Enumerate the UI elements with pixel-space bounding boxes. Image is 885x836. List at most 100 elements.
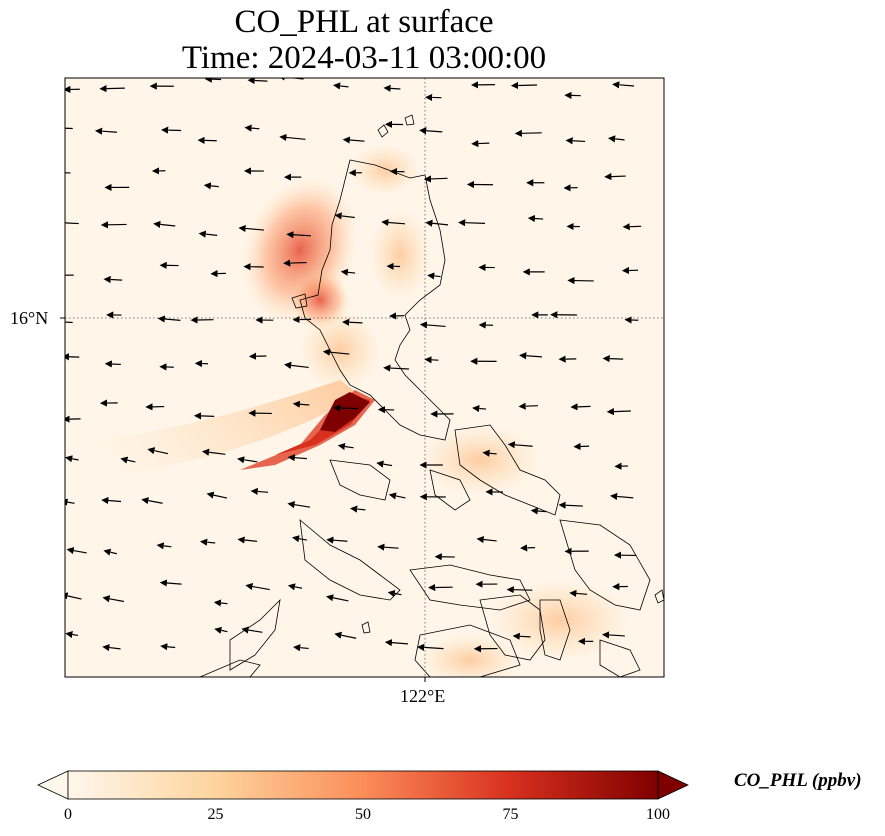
wind-arrow (103, 548, 118, 556)
colorbar-label: CO_PHL (ppbv) (734, 770, 862, 791)
wind-arrow (65, 321, 73, 324)
lon-tick-label: 122°E (400, 686, 446, 706)
wind-arrow (102, 643, 121, 652)
wind-arrow (377, 543, 399, 551)
wind-arrow (423, 175, 448, 183)
wind-arrow (482, 449, 497, 457)
wind-arrow (427, 272, 441, 280)
wind-arrow (417, 643, 444, 651)
wind-arrow (565, 137, 586, 145)
wind-arrow (206, 491, 228, 499)
wind-arrow (604, 172, 626, 181)
wind-arrow (334, 631, 357, 639)
wind-arrow (159, 579, 182, 587)
wind-arrow (558, 501, 583, 509)
wind-arrow (425, 219, 449, 227)
wind-arrow (101, 496, 122, 505)
wind-arrow (94, 127, 117, 135)
wind-arrow (244, 124, 260, 132)
wind-arrow (607, 135, 625, 143)
colorbar-tick-0: 0 (64, 806, 72, 823)
wind-arrow (286, 231, 311, 239)
wind-arrow (419, 127, 443, 135)
colorbar-gradient (68, 771, 658, 799)
wind-arrow (601, 631, 625, 639)
wind-arrow (287, 501, 311, 509)
wind-arrow (519, 352, 542, 360)
wind-arrow (506, 586, 533, 594)
wind-arrow (342, 136, 365, 144)
wind-arrow (419, 321, 446, 329)
wind-arrow (383, 364, 409, 372)
wind-arrow (612, 81, 635, 89)
wind-arrow (381, 218, 406, 227)
wind-arrow (160, 643, 176, 651)
wind-arrow (279, 133, 306, 142)
wind-arrow (141, 497, 163, 505)
wind-vectors (65, 78, 642, 653)
wind-arrow (237, 536, 258, 544)
wind-arrow (388, 492, 406, 500)
wind-arrow (213, 599, 228, 607)
wind-arrow (250, 487, 269, 496)
colorbar-tick-75: 75 (502, 806, 519, 823)
wind-arrow (606, 408, 631, 416)
wind-arrow (530, 507, 547, 515)
wind-arrow (340, 268, 356, 276)
wind-arrow (384, 639, 408, 647)
wind-arrow (201, 448, 226, 456)
wind-arrow (472, 404, 487, 413)
wind-arrow (102, 595, 125, 603)
wind-arrow (65, 172, 71, 174)
wind-arrow (387, 589, 402, 598)
wind-arrow (292, 400, 310, 408)
wind-arrow (283, 361, 309, 369)
wind-arrow (510, 81, 538, 90)
wind-arrow (199, 538, 216, 546)
map-panel (60, 77, 665, 682)
wind-arrow (326, 594, 349, 602)
wind-arrow (237, 456, 258, 464)
wind-arrow (569, 589, 588, 598)
wind-arrow (65, 592, 82, 600)
colorbar-tick-50: 50 (355, 806, 371, 823)
wind-arrow (507, 441, 533, 449)
wind-arrow (476, 535, 497, 544)
wind-arrow (514, 129, 542, 137)
wind-arrow (147, 447, 169, 455)
wind-arrow (65, 455, 79, 463)
lat-tick-label: 16°N (10, 308, 49, 328)
wind-arrow (349, 505, 366, 513)
wind-arrow (65, 222, 79, 225)
wind-arrow (99, 85, 125, 93)
wind-arrow (198, 230, 218, 238)
wind-arrow (293, 644, 309, 652)
wind-arrow (326, 536, 348, 544)
map-frame (64, 77, 665, 678)
wind-arrow (337, 442, 354, 451)
wind-arrow (291, 535, 307, 543)
map-field (65, 78, 664, 677)
wind-arrow (241, 626, 263, 634)
wind-arrow (153, 220, 176, 228)
wind-arrow (203, 182, 219, 190)
plot-title-line2: Time: 2024-03-11 03:00:00 (181, 40, 547, 76)
wind-arrow (66, 547, 87, 555)
wind-arrow (322, 348, 350, 356)
wind-arrow (245, 582, 270, 591)
wind-arrow (287, 583, 303, 591)
wind-arrow (65, 498, 75, 506)
wind-arrow (238, 224, 265, 233)
wind-arrow (342, 318, 363, 326)
colorbar-tick-25: 25 (207, 806, 224, 823)
wind-arrow (376, 460, 393, 468)
wind-arrow (156, 542, 172, 550)
plot-title-line1: CO_PHL at surface (234, 4, 494, 40)
wind-arrow (214, 626, 228, 634)
wind-arrow (512, 632, 531, 640)
colorbar-extend-min (37, 770, 69, 800)
wind-arrow (602, 355, 624, 363)
wind-arrow (458, 219, 486, 227)
wind-arrow (332, 82, 349, 90)
wind-arrow (120, 456, 136, 464)
